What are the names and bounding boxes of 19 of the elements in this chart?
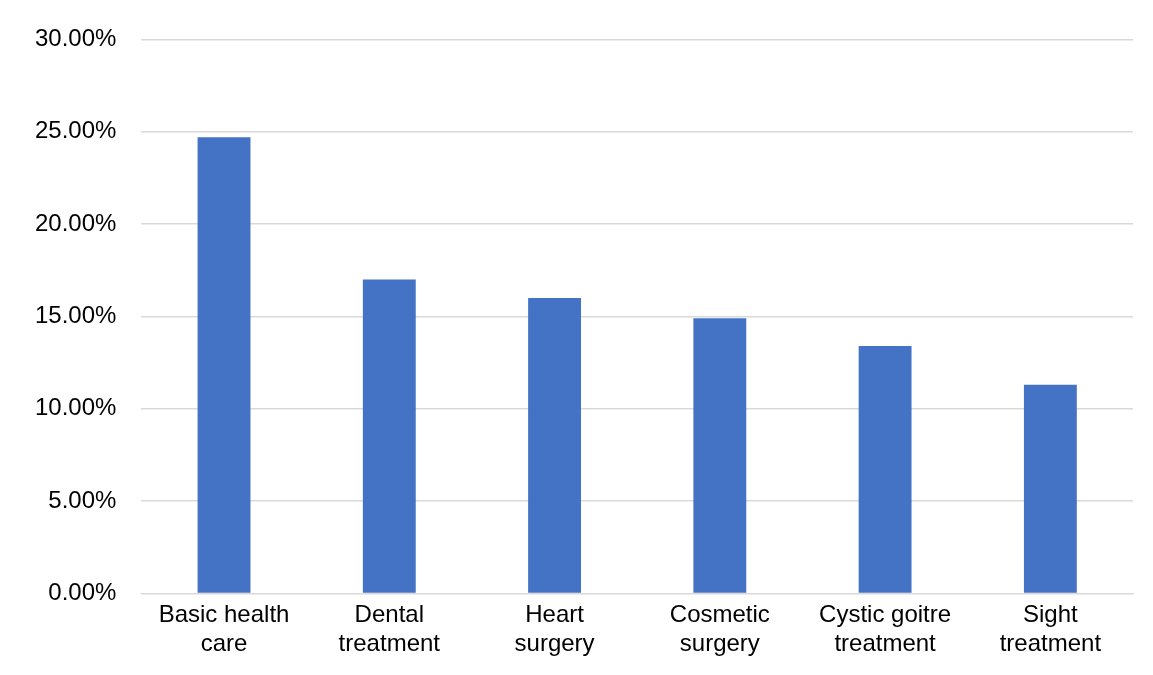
x-tick-label: Sight treatment (999, 600, 1102, 657)
bar (858, 345, 912, 593)
x-tick-label: Cosmetic surgery (669, 600, 770, 657)
bar (197, 137, 251, 593)
y-tick-label: 25.00% (34, 116, 117, 144)
y-tick-label: 10.00% (34, 393, 117, 421)
bar (693, 318, 747, 593)
x-tick-label: Basic health care (158, 600, 290, 657)
y-tick-label: 0.00% (48, 578, 117, 606)
y-tick-label: 5.00% (48, 485, 117, 513)
bar (1023, 384, 1077, 593)
bar (528, 297, 582, 593)
x-tick-label: Cystic goitre treatment (819, 600, 952, 657)
x-tick-label: Dental treatment (338, 600, 441, 657)
bar (362, 279, 416, 593)
y-tick-label: 15.00% (34, 301, 117, 329)
y-tick-label: 20.00% (34, 208, 117, 236)
y-tick-label: 30.00% (34, 24, 117, 52)
x-tick-label: Heart surgery (514, 600, 595, 657)
